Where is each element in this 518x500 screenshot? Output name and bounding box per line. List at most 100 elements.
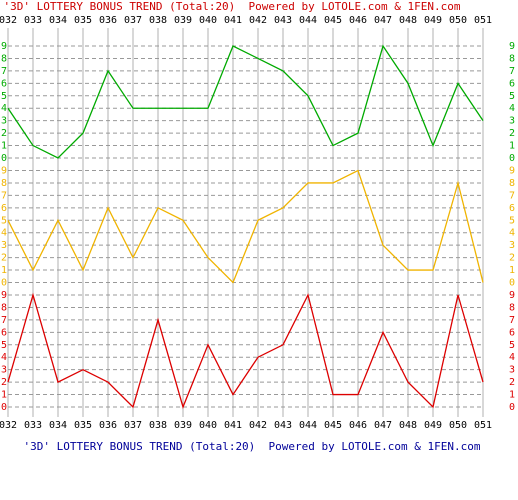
x-tick-label: 051 — [474, 15, 492, 26]
y-tick-label-right: 6 — [509, 78, 515, 89]
x-tick-label-bottom: 047 — [374, 420, 392, 431]
y-tick-label-right: 0 — [509, 278, 515, 289]
x-tick-label: 045 — [324, 15, 342, 26]
y-tick-label-right: 9 — [509, 290, 515, 301]
y-tick-label-right: 5 — [509, 340, 515, 351]
x-tick-label-bottom: 046 — [349, 420, 367, 431]
y-tick-label-right: 0 — [509, 153, 515, 164]
x-tick-label: 044 — [299, 15, 317, 26]
x-tick-label: 036 — [99, 15, 117, 26]
y-tick-label: 9 — [1, 166, 7, 177]
x-tick-label: 048 — [399, 15, 417, 26]
x-tick-label: 034 — [49, 15, 67, 26]
y-tick-label: 6 — [1, 78, 7, 89]
y-tick-label: 4 — [1, 228, 7, 239]
y-tick-label: 1 — [1, 141, 7, 152]
series-line — [7, 44, 484, 159]
x-tick-label: 033 — [24, 15, 42, 26]
chart-title-bottom: '3D' LOTTERY BONUS TREND (Total:20) Powe… — [24, 440, 481, 453]
y-tick-label: 7 — [1, 315, 7, 326]
x-tick-label-bottom: 049 — [424, 420, 442, 431]
y-tick-label: 0 — [1, 402, 7, 413]
series-line — [7, 169, 484, 284]
y-tick-label: 4 — [1, 352, 7, 363]
x-tick-label: 042 — [249, 15, 267, 26]
x-tick-label-bottom: 043 — [274, 420, 292, 431]
y-tick-label-right: 1 — [509, 390, 515, 401]
y-tick-label-right: 7 — [509, 190, 515, 201]
y-tick-label-right: 8 — [509, 302, 515, 313]
y-tick-label-right: 1 — [509, 265, 515, 276]
x-tick-label: 043 — [274, 15, 292, 26]
y-tick-label: 1 — [1, 265, 7, 276]
y-tick-label: 5 — [1, 91, 7, 102]
x-tick-label-bottom: 040 — [199, 420, 217, 431]
y-tick-label: 2 — [1, 253, 7, 264]
x-tick-label: 041 — [224, 15, 242, 26]
y-tick-label-right: 1 — [509, 141, 515, 152]
y-tick-label: 6 — [1, 327, 7, 338]
chart-title: '3D' LOTTERY BONUS TREND (Total:20) Powe… — [4, 0, 461, 13]
x-tick-label: 038 — [149, 15, 167, 26]
y-tick-label: 9 — [1, 290, 7, 301]
x-tick-label-bottom: 033 — [24, 420, 42, 431]
y-tick-label: 0 — [1, 153, 7, 164]
y-tick-label: 3 — [1, 365, 7, 376]
y-tick-label: 0 — [1, 278, 7, 289]
y-tick-label: 5 — [1, 215, 7, 226]
x-tick-label-bottom: 035 — [74, 420, 92, 431]
x-tick-label-bottom: 034 — [49, 420, 67, 431]
y-tick-label-right: 6 — [509, 327, 515, 338]
y-tick-label-right: 0 — [509, 402, 515, 413]
y-tick-label: 8 — [1, 302, 7, 313]
y-tick-label-right: 9 — [509, 166, 515, 177]
y-tick-label: 2 — [1, 377, 7, 388]
y-tick-label: 6 — [1, 203, 7, 214]
y-tick-label: 7 — [1, 190, 7, 201]
x-tick-label: 037 — [124, 15, 142, 26]
x-tick-label-bottom: 038 — [149, 420, 167, 431]
x-tick-label: 049 — [424, 15, 442, 26]
y-tick-label: 7 — [1, 66, 7, 77]
x-tick-label-bottom: 045 — [324, 420, 342, 431]
x-tick-label-bottom: 039 — [174, 420, 192, 431]
y-tick-label: 8 — [1, 178, 7, 189]
x-tick-label: 032 — [0, 15, 17, 26]
y-tick-label-right: 7 — [509, 66, 515, 77]
y-tick-label: 5 — [1, 340, 7, 351]
x-tick-label-bottom: 048 — [399, 420, 417, 431]
y-tick-label-right: 4 — [509, 352, 515, 363]
y-tick-label-right: 7 — [509, 315, 515, 326]
x-tick-label-bottom: 042 — [249, 420, 267, 431]
x-tick-label: 040 — [199, 15, 217, 26]
y-tick-label: 3 — [1, 116, 7, 127]
y-tick-label-right: 3 — [509, 240, 515, 251]
y-tick-label: 4 — [1, 103, 7, 114]
y-tick-label-right: 3 — [509, 365, 515, 376]
y-tick-label: 8 — [1, 53, 7, 64]
y-tick-label-right: 4 — [509, 228, 515, 239]
y-tick-label-right: 2 — [509, 128, 515, 139]
x-tick-label-bottom: 041 — [224, 420, 242, 431]
y-tick-label-right: 8 — [509, 53, 515, 64]
x-tick-label: 050 — [449, 15, 467, 26]
y-tick-label: 3 — [1, 240, 7, 251]
x-tick-label: 035 — [74, 15, 92, 26]
y-tick-label-right: 5 — [509, 91, 515, 102]
x-tick-label-bottom: 044 — [299, 420, 317, 431]
x-tick-label: 047 — [374, 15, 392, 26]
y-tick-label-right: 8 — [509, 178, 515, 189]
x-tick-label-bottom: 050 — [449, 420, 467, 431]
y-tick-label-right: 4 — [509, 103, 515, 114]
series-line — [7, 292, 484, 409]
x-tick-label-bottom: 036 — [99, 420, 117, 431]
x-tick-label-bottom: 051 — [474, 420, 492, 431]
y-tick-label: 9 — [1, 41, 7, 52]
y-tick-label-right: 5 — [509, 215, 515, 226]
x-tick-label-bottom: 037 — [124, 420, 142, 431]
y-tick-label: 1 — [1, 390, 7, 401]
y-tick-label-right: 2 — [509, 253, 515, 264]
x-tick-label: 046 — [349, 15, 367, 26]
y-tick-label: 2 — [1, 128, 7, 139]
